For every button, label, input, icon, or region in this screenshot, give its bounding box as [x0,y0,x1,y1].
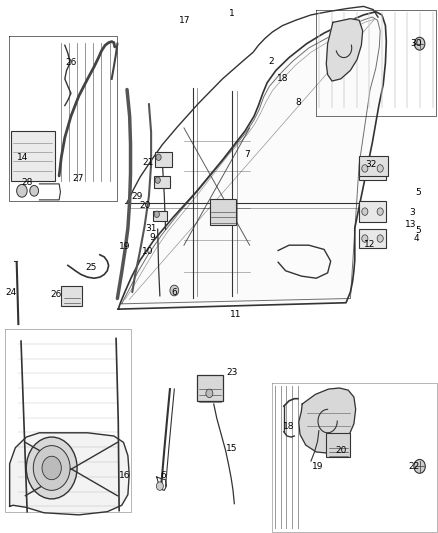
Circle shape [17,184,27,197]
Text: 19: 19 [119,242,131,251]
Text: 4: 4 [413,235,419,243]
FancyBboxPatch shape [11,131,55,181]
Circle shape [33,446,70,490]
Polygon shape [326,19,363,81]
Text: 26: 26 [50,290,62,298]
Text: 26: 26 [65,59,77,67]
Text: 30: 30 [410,39,422,48]
FancyBboxPatch shape [197,375,223,401]
Circle shape [377,165,383,172]
Text: 13: 13 [405,221,417,229]
Text: 20: 20 [140,201,151,209]
Text: 5: 5 [415,226,421,235]
Text: 16: 16 [119,471,131,480]
Text: 9: 9 [149,233,155,241]
Text: 14: 14 [17,153,28,161]
FancyBboxPatch shape [155,152,172,167]
Text: 11: 11 [230,310,241,319]
Text: 22: 22 [408,462,420,471]
Circle shape [30,185,39,196]
Text: 28: 28 [21,178,33,187]
Text: 2: 2 [269,57,274,66]
Circle shape [377,235,383,242]
Text: 20: 20 [335,446,346,455]
Text: 23: 23 [226,368,238,376]
FancyBboxPatch shape [359,229,386,248]
Text: 24: 24 [5,288,17,296]
Circle shape [156,154,161,160]
FancyBboxPatch shape [359,201,386,222]
FancyBboxPatch shape [326,433,350,457]
Text: 15: 15 [226,445,238,453]
Circle shape [206,389,213,398]
Circle shape [362,165,368,172]
Circle shape [26,437,77,499]
FancyBboxPatch shape [359,156,388,176]
Text: 5: 5 [415,189,421,197]
Circle shape [155,177,160,183]
Circle shape [156,482,163,490]
Polygon shape [10,433,129,515]
FancyBboxPatch shape [154,176,170,188]
Circle shape [362,208,368,215]
Text: 18: 18 [277,75,288,83]
Polygon shape [118,12,386,309]
Circle shape [377,208,383,215]
Circle shape [154,211,159,217]
Text: 12: 12 [364,240,376,248]
Text: 1: 1 [229,9,235,18]
Text: 27: 27 [72,174,84,183]
Circle shape [414,37,425,50]
Circle shape [42,456,61,480]
Polygon shape [299,388,356,453]
Circle shape [170,285,179,296]
Text: 10: 10 [142,247,154,256]
Circle shape [414,459,425,473]
Text: 3: 3 [409,208,415,216]
Text: 8: 8 [295,98,301,107]
Text: 29: 29 [131,192,142,200]
FancyBboxPatch shape [210,199,236,225]
Text: 7: 7 [244,150,251,159]
Circle shape [362,235,368,242]
Text: 25: 25 [85,263,97,272]
FancyBboxPatch shape [61,286,82,306]
Text: 32: 32 [366,160,377,168]
Text: 6: 6 [171,288,177,296]
FancyBboxPatch shape [153,211,167,221]
Text: 19: 19 [312,462,323,471]
FancyBboxPatch shape [359,157,386,180]
Text: 17: 17 [179,16,191,25]
Text: 6: 6 [160,471,166,480]
Text: 31: 31 [145,224,157,232]
Text: 18: 18 [283,422,294,431]
Text: 21: 21 [142,158,154,167]
